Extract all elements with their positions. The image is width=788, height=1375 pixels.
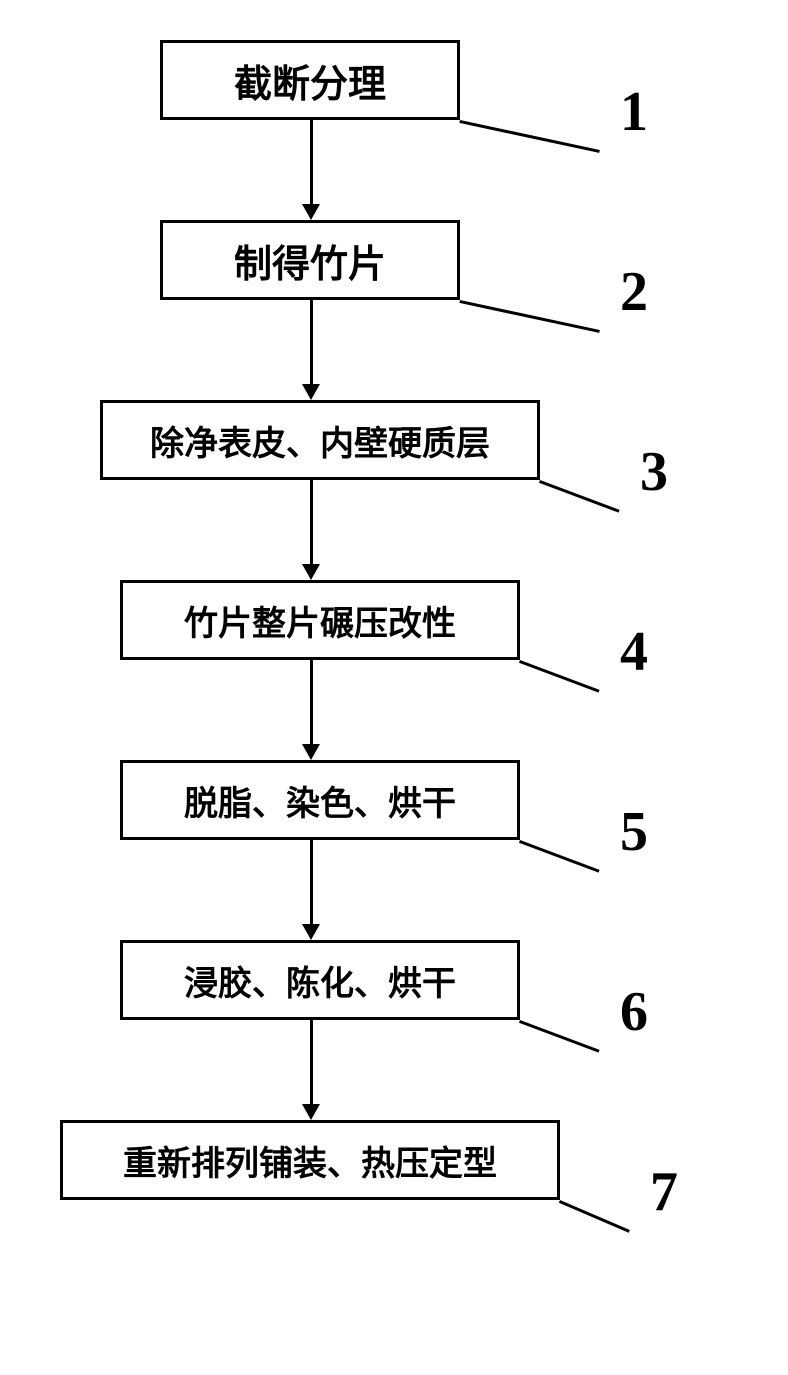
- step-box-5: 脱脂、染色、烘干: [120, 760, 520, 840]
- step-text-7: 重新排列铺装、热压定型: [123, 1136, 497, 1185]
- step-label-5: 5: [620, 800, 648, 864]
- step-label-7: 7: [650, 1160, 678, 1224]
- step-box-2: 制得竹片: [160, 220, 460, 300]
- step-box-1: 截断分理: [160, 40, 460, 120]
- arrow-head-5: [302, 924, 320, 940]
- step-label-1: 1: [620, 80, 648, 144]
- step-box-6: 浸胶、陈化、烘干: [120, 940, 520, 1020]
- arrow-head-2: [302, 384, 320, 400]
- connector-6: [310, 1020, 313, 1106]
- step-text-4: 竹片整片碾压改性: [184, 596, 456, 645]
- step-label-3: 3: [640, 440, 668, 504]
- step-text-2: 制得竹片: [234, 233, 386, 288]
- step-text-6: 浸胶、陈化、烘干: [184, 956, 456, 1005]
- arrow-head-3: [302, 564, 320, 580]
- step-text-5: 脱脂、染色、烘干: [184, 776, 456, 825]
- step-box-4: 竹片整片碾压改性: [120, 580, 520, 660]
- step-text-3: 除净表皮、内壁硬质层: [150, 416, 490, 465]
- connector-5: [310, 840, 313, 926]
- connector-1: [310, 120, 313, 206]
- step-box-3: 除净表皮、内壁硬质层: [100, 400, 540, 480]
- callout-line-4: [519, 660, 600, 693]
- connector-2: [310, 300, 313, 386]
- step-label-6: 6: [620, 980, 648, 1044]
- connector-3: [310, 480, 313, 566]
- callout-line-3: [539, 480, 620, 513]
- arrow-head-1: [302, 204, 320, 220]
- step-text-1: 截断分理: [234, 53, 386, 108]
- callout-line-5: [519, 840, 600, 873]
- step-box-7: 重新排列铺装、热压定型: [60, 1120, 560, 1200]
- connector-4: [310, 660, 313, 746]
- step-label-4: 4: [620, 620, 648, 684]
- step-label-2: 2: [620, 260, 648, 324]
- callout-line-7: [559, 1200, 630, 1233]
- arrow-head-6: [302, 1104, 320, 1120]
- arrow-head-4: [302, 744, 320, 760]
- callout-line-6: [519, 1020, 600, 1053]
- callout-line-1: [459, 120, 600, 153]
- callout-line-2: [459, 300, 600, 333]
